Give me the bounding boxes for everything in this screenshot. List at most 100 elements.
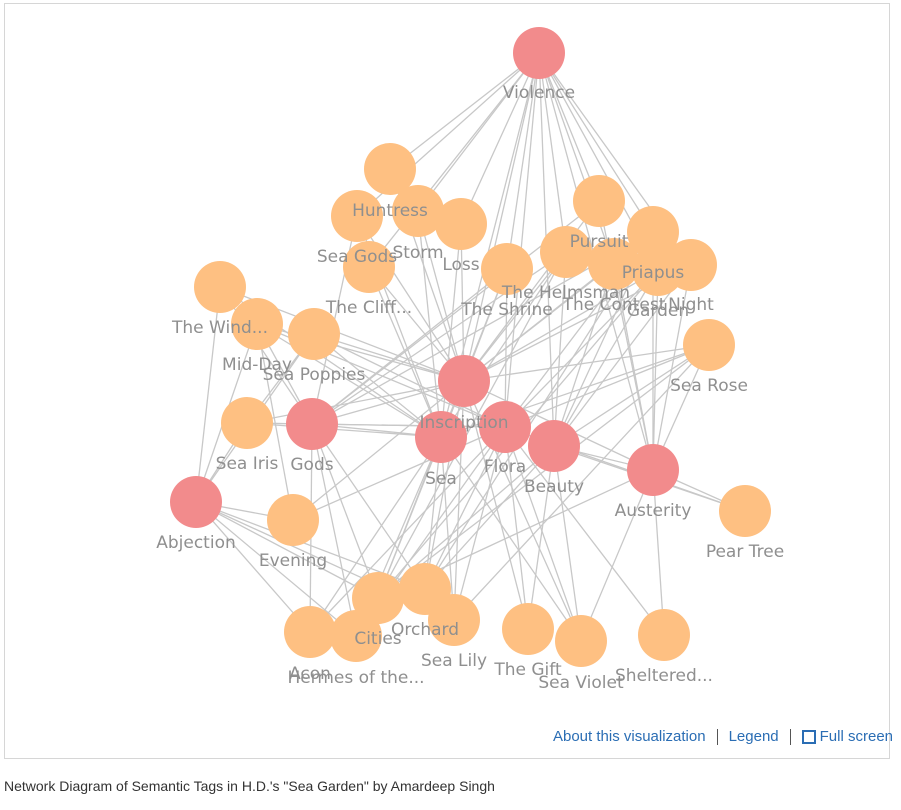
node-label-night: Night — [668, 295, 714, 315]
node-label-huntress: Huntress — [352, 201, 428, 221]
node-label-hermes: Hermes of the... — [287, 668, 424, 688]
edge-abjection-wind — [195, 286, 221, 503]
node-gods[interactable] — [286, 398, 338, 450]
edge-inscription-searose — [463, 344, 710, 382]
node-gift[interactable] — [502, 603, 554, 655]
node-label-gift: The Gift — [493, 660, 562, 680]
node-evening[interactable] — [267, 494, 319, 546]
node-label-priapus: Priapus — [622, 263, 685, 283]
caption: Network Diagram of Semantic Tags in H.D.… — [4, 778, 495, 794]
node-peartree[interactable] — [719, 485, 771, 537]
node-sheltered[interactable] — [638, 609, 690, 661]
edge-gods-inscription — [311, 380, 465, 425]
fullscreen-icon — [801, 729, 816, 744]
node-label-pursuit: Pursuit — [570, 232, 629, 252]
node-label-austerity: Austerity — [615, 501, 692, 521]
node-violence[interactable] — [513, 27, 565, 79]
edge-abjection-acon — [195, 501, 311, 633]
node-label-evening: Evening — [259, 551, 327, 571]
edge-beauty-contest — [553, 263, 615, 447]
node-wind[interactable] — [194, 261, 246, 313]
node-cities[interactable] — [352, 572, 404, 624]
edge-beauty-gift — [527, 445, 555, 630]
node-helmsman[interactable] — [540, 226, 592, 278]
node-label-peartree: Pear Tree — [706, 542, 784, 562]
edge-violence-helmsman — [538, 52, 567, 253]
node-label-sealily: Sea Lily — [421, 651, 487, 671]
node-loss[interactable] — [435, 198, 487, 250]
edge-gods-flora — [311, 423, 506, 428]
node-searose[interactable] — [683, 319, 735, 371]
edge-gods-shrine — [311, 268, 508, 425]
edge-flora-acon — [309, 426, 506, 633]
separator — [789, 728, 791, 745]
edge-austerity-night — [652, 264, 692, 471]
node-huntress[interactable] — [364, 143, 416, 195]
node-label-acon: Acon — [289, 664, 331, 684]
edge-violence-huntress — [389, 52, 540, 170]
edge-beauty-garden — [553, 269, 659, 447]
edge-cities-searose — [377, 344, 710, 599]
edge-inscription-gift — [463, 380, 529, 630]
node-inscription[interactable] — [438, 355, 490, 407]
node-sealily[interactable] — [428, 594, 480, 646]
node-acon[interactable] — [284, 606, 336, 658]
node-seapoppies[interactable] — [288, 308, 340, 360]
edge-abjection-hermes — [195, 501, 357, 637]
edge-violence-flora — [504, 52, 540, 428]
node-label-contest: The Contest — [562, 295, 666, 315]
node-seaviolet[interactable] — [555, 615, 607, 667]
edge-violence-priapus — [538, 52, 654, 233]
node-austerity[interactable] — [627, 444, 679, 496]
edge-abjection-cities — [195, 501, 379, 599]
edge-sea-seairis — [246, 422, 442, 438]
node-hermes[interactable] — [330, 610, 382, 662]
edge-sea-shrine — [440, 268, 508, 438]
node-label-cities: Cities — [354, 629, 401, 649]
node-shrine[interactable] — [481, 243, 533, 295]
full-screen-link[interactable]: Full screen — [801, 728, 893, 745]
edge-flora-sealily — [453, 426, 506, 621]
edge-violence-inscription — [463, 52, 540, 382]
node-label-helmsman: The Helmsman — [501, 283, 630, 303]
edge-flora-orchard — [424, 426, 506, 590]
edge-orchard-priapus — [424, 231, 654, 590]
edge-inscription-seapoppies — [313, 333, 465, 382]
node-flora[interactable] — [479, 401, 531, 453]
node-label-seaviolet: Sea Violet — [538, 673, 624, 693]
edge-violence-pursuit — [538, 52, 600, 202]
edge-inscription-loss — [460, 223, 465, 382]
node-label-garden: Garden — [627, 301, 689, 321]
edge-violence-cliff — [368, 52, 540, 268]
node-cliff[interactable] — [343, 241, 395, 293]
edge-flora-gift — [504, 426, 529, 630]
legend-link[interactable]: Legend — [728, 728, 779, 745]
edge-beauty-seaviolet — [553, 445, 582, 642]
node-seagods[interactable] — [331, 190, 383, 242]
node-contest[interactable] — [588, 238, 640, 290]
node-label-gods: Gods — [290, 455, 333, 475]
edge-evening-midday — [256, 323, 294, 521]
node-seairis[interactable] — [221, 397, 273, 449]
node-pursuit[interactable] — [573, 175, 625, 227]
node-beauty[interactable] — [528, 420, 580, 472]
edge-violence-contest — [538, 52, 615, 265]
edge-flora-shrine — [504, 268, 508, 428]
edge-beauty-searose — [553, 344, 710, 447]
edge-austerity-garden — [652, 269, 659, 471]
node-label-cliff: The Cliff... — [325, 298, 412, 318]
node-sea[interactable] — [415, 411, 467, 463]
edge-sea-cities — [377, 436, 442, 599]
node-label-orchard: Orchard — [391, 620, 459, 640]
node-label-flora: Flora — [484, 457, 526, 477]
node-storm[interactable] — [392, 185, 444, 237]
about-visualization-link[interactable]: About this visualization — [552, 728, 706, 745]
node-garden[interactable] — [632, 244, 684, 296]
node-midday[interactable] — [231, 298, 283, 350]
node-label-storm: Storm — [392, 243, 443, 263]
node-priapus[interactable] — [627, 206, 679, 258]
edge-inscription-storm — [417, 210, 465, 382]
node-label-inscription: Inscription — [419, 413, 508, 433]
node-abjection[interactable] — [170, 476, 222, 528]
